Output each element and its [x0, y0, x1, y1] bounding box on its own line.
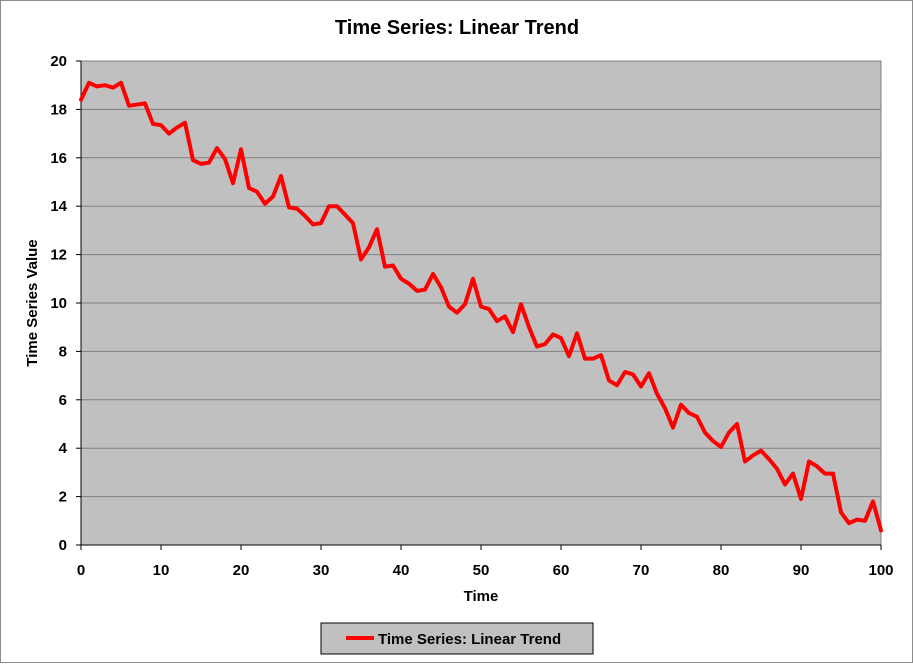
y-tick-label: 18 [50, 101, 67, 118]
y-tick-label: 0 [59, 537, 67, 554]
x-tick-label: 30 [313, 562, 330, 579]
x-tick-label: 0 [77, 562, 85, 579]
y-tick-label: 12 [50, 247, 67, 264]
chart-title: Time Series: Linear Trend [335, 17, 579, 39]
y-tick-label: 16 [50, 150, 67, 167]
x-tick-label: 70 [633, 562, 650, 579]
series-line [79, 80, 883, 533]
x-tick-labels: 0 10 20 30 40 50 60 70 80 90 100 [77, 562, 894, 579]
y-axis-label: Time Series Value [24, 239, 41, 366]
y-tick-label: 4 [59, 440, 68, 457]
x-tick-label: 40 [393, 562, 410, 579]
y-tick-label: 20 [50, 53, 67, 70]
y-tick-label: 8 [59, 343, 67, 360]
x-axis-label: Time [464, 588, 499, 605]
y-tick-label: 10 [50, 295, 67, 312]
axes [76, 60, 882, 550]
series-group [79, 80, 883, 533]
x-tick-label: 20 [233, 562, 250, 579]
x-tick-label: 80 [713, 562, 730, 579]
legend: Time Series: Linear Trend [320, 622, 594, 655]
x-tick-label: 90 [793, 562, 810, 579]
x-tick-label: 100 [868, 562, 893, 579]
y-tick-label: 6 [59, 392, 67, 409]
legend-label: Time Series: Linear Trend [378, 631, 561, 648]
x-tick-label: 10 [153, 562, 170, 579]
y-tick-label: 2 [59, 489, 67, 506]
y-tick-label: 14 [50, 198, 67, 215]
x-tick-label: 60 [553, 562, 570, 579]
y-tick-labels: 0 2 4 6 8 10 12 14 16 18 20 [50, 53, 67, 554]
grid-lines [81, 108, 881, 498]
x-tick-label: 50 [473, 562, 490, 579]
